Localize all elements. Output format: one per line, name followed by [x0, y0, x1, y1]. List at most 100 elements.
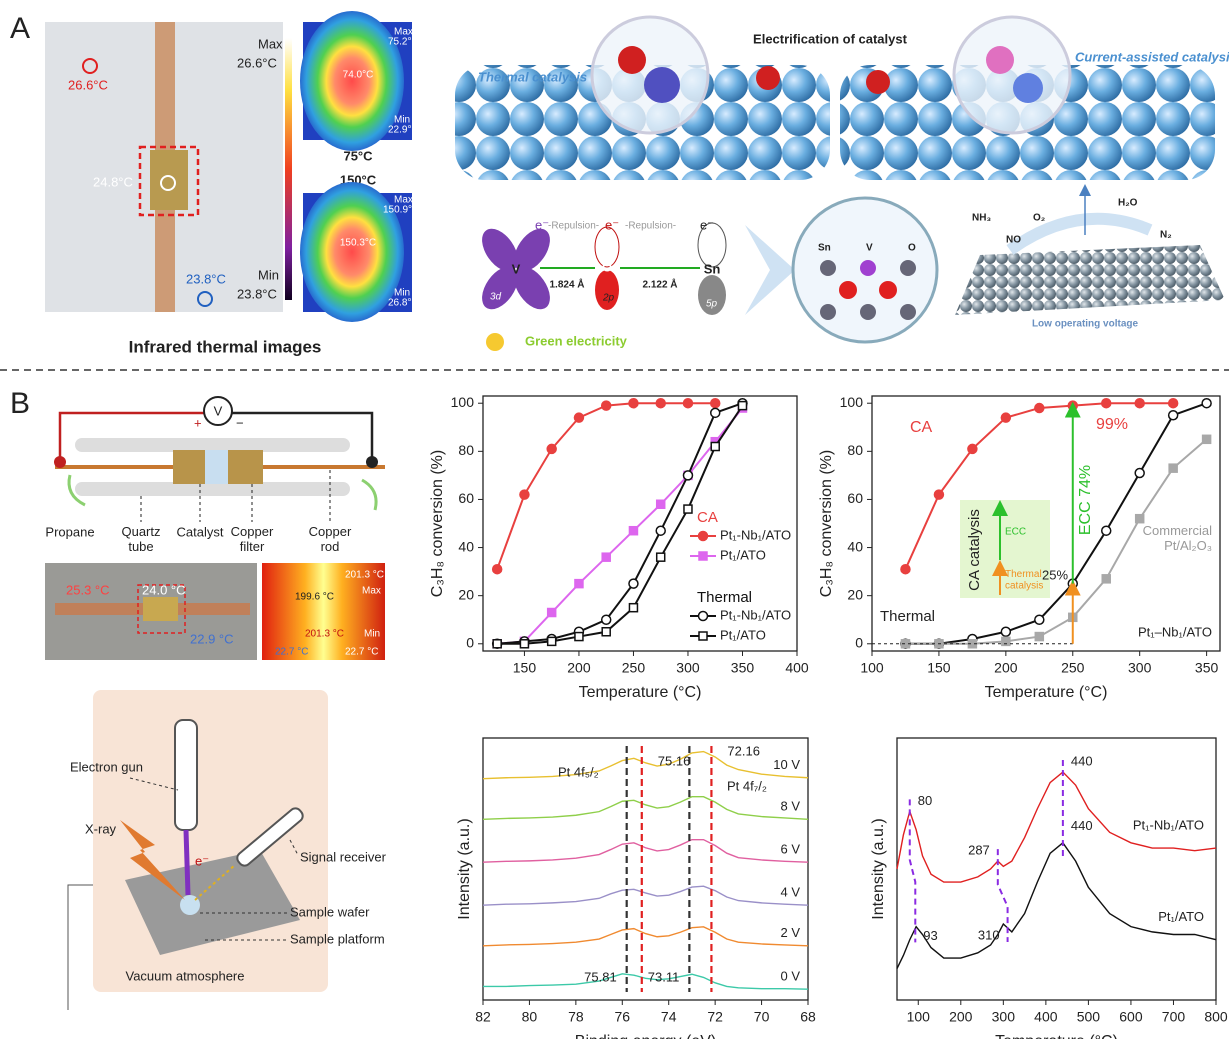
orbital-label: 2p [602, 293, 615, 304]
x-tick-label: 74 [661, 1009, 677, 1025]
molecule: N₂ [1160, 230, 1172, 241]
point [711, 399, 720, 408]
series-line [905, 439, 1206, 643]
panel-label: A [10, 12, 30, 45]
x-tick-label: 70 [754, 1009, 770, 1025]
point [629, 604, 637, 612]
x-tick-label: 250 [1061, 660, 1085, 676]
instrument-label: Sample platform [290, 931, 385, 946]
series-label: 6 V [780, 842, 800, 857]
peak-label: 93 [923, 928, 937, 943]
point [574, 413, 583, 422]
point [520, 640, 528, 648]
orbital [595, 270, 619, 310]
y-tick-label: 80 [458, 442, 474, 458]
point [1135, 399, 1144, 408]
electron: e⁻ [535, 217, 549, 232]
orbital-label: 5p [706, 299, 718, 310]
point [547, 444, 556, 453]
point [657, 553, 665, 561]
point [493, 565, 502, 574]
quartz-tube [75, 438, 350, 452]
reference-label: 73.11 [648, 969, 680, 984]
point [1035, 615, 1044, 624]
ir-label: 150.9°C [383, 205, 419, 216]
x-tick-label: 250 [622, 660, 646, 676]
point [548, 637, 556, 645]
colorbar [285, 38, 292, 300]
charts: 150200250300350400020406080100Temperatur… [429, 394, 1228, 1039]
ir-label: 199.6 °C [295, 592, 334, 603]
panel-label: B [10, 387, 30, 420]
point [602, 553, 610, 561]
series-line [483, 840, 808, 863]
instrument-label: Vacuum atmosphere [126, 968, 245, 983]
ir-label: Max [362, 586, 381, 597]
polarity: − [236, 415, 244, 430]
catalyst-core [205, 450, 228, 484]
flow-arrow [362, 480, 376, 510]
point [548, 609, 556, 617]
photo-label: 24.0 °C [142, 582, 186, 597]
series-label: 10 V [773, 757, 800, 772]
point [1136, 515, 1144, 523]
point [493, 640, 501, 648]
x-tick-label: 200 [994, 660, 1018, 676]
electron-gun [175, 720, 197, 830]
x-tick-label: 76 [614, 1009, 630, 1025]
ir-label: 201.3 °C [305, 629, 344, 640]
peak-label: 440 [1071, 753, 1093, 768]
point [1135, 468, 1144, 477]
photo-label: 24.8°C [93, 174, 133, 189]
y-tick-label: 60 [847, 490, 863, 506]
peak-label: 310 [978, 927, 1000, 942]
ir-label: 22.7 °C [275, 647, 308, 658]
point [1169, 411, 1178, 420]
series-label: CA [910, 419, 933, 436]
point [602, 401, 611, 410]
molecule: H₂O [1118, 198, 1138, 209]
point [656, 526, 665, 535]
annotation: CA catalysis [966, 509, 983, 591]
point [1102, 575, 1110, 583]
point [1202, 399, 1211, 408]
ir-label: 150.3°C [340, 238, 376, 249]
legend-marker [699, 552, 707, 560]
y-tick-label: 20 [847, 586, 863, 602]
chamber [93, 690, 328, 992]
quartz-tube [75, 482, 350, 496]
x-tick-label: 72 [707, 1009, 723, 1025]
magnifier [954, 17, 1070, 133]
point [657, 500, 665, 508]
instrument-label: X-ray [85, 821, 117, 836]
point [1001, 413, 1010, 422]
atom-label: V [866, 243, 873, 254]
legend-marker [699, 632, 707, 640]
y-axis-label: Intensity (a.u.) [456, 818, 473, 919]
energy-label: Green electricity [525, 333, 628, 348]
repulsion: -Repulsion- [625, 221, 676, 232]
annotation: ECC 74% [1077, 465, 1094, 535]
photo-label: 25.3 °C [66, 582, 110, 597]
scale-label: 23.8°C [237, 286, 277, 301]
x-tick-label: 300 [1128, 660, 1152, 676]
y-tick-label: 60 [458, 490, 474, 506]
point [1169, 399, 1178, 408]
electron: e⁻ [700, 217, 714, 232]
instrument-label: Signal receiver [300, 849, 387, 864]
y-tick-label: 20 [458, 586, 474, 602]
legend-marker [699, 532, 708, 541]
x-tick-label: 200 [949, 1009, 973, 1025]
point [1169, 464, 1177, 472]
photo-label: 22.9 °C [190, 631, 234, 646]
atom [1013, 73, 1043, 103]
setup-label: Copperfilter [231, 524, 274, 554]
point [575, 633, 583, 641]
point [602, 615, 611, 624]
annotation: Pt 4f₇/₂ [727, 778, 767, 793]
series-line [483, 797, 808, 820]
atom [986, 46, 1014, 74]
ir-label: 26.8°C [388, 298, 419, 309]
y-axis-label: Intensity (a.u.) [870, 818, 887, 919]
point [683, 399, 692, 408]
